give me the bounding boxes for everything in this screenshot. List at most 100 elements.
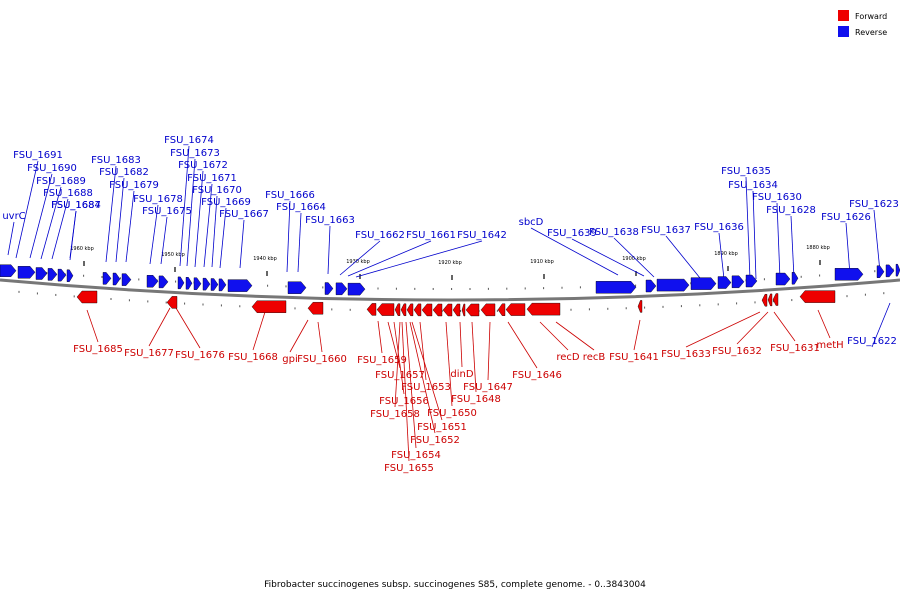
leader-line — [845, 222, 851, 276]
forward-gene — [505, 303, 526, 316]
forward-gene — [452, 303, 461, 317]
gene-label: FSU_1677 — [124, 348, 174, 359]
reverse-gene — [0, 264, 17, 277]
leader-line — [211, 195, 218, 268]
gene-label: FSU_1685 — [73, 344, 123, 355]
gene-label: FSU_1641 — [609, 352, 659, 363]
reverse-gene — [121, 273, 132, 286]
gene-label: FSU_1653 — [401, 382, 451, 393]
leader-line — [297, 212, 302, 273]
legend-reverse-swatch — [838, 26, 849, 37]
gene-label: FSU_1650 — [427, 408, 477, 419]
leader-line — [394, 321, 401, 408]
gene-label: metH — [816, 340, 843, 351]
leader-line — [194, 170, 204, 268]
reverse-gene — [690, 277, 717, 290]
reverse-gene — [35, 267, 48, 280]
gene-label: FSU_1657 — [375, 370, 425, 381]
leader-lines — [7, 145, 891, 462]
reverse-gene — [193, 277, 202, 290]
forward-gene — [432, 303, 443, 317]
legend: Forward Reverse — [838, 10, 887, 37]
forward-gene — [637, 300, 643, 313]
forward-gene — [442, 303, 453, 317]
leader-line — [530, 227, 619, 276]
forward-gene — [366, 303, 377, 316]
leader-line — [29, 173, 53, 259]
leader-line — [286, 200, 291, 273]
gene-features — [0, 263, 900, 317]
gene-label: FSU_1656 — [379, 396, 429, 407]
leader-line — [752, 190, 757, 280]
gene-label: FSU_1674 — [164, 135, 214, 146]
reverse-gene — [335, 282, 348, 296]
legend-reverse-label: Reverse — [855, 28, 887, 37]
gene-label: FSU_1682 — [99, 167, 149, 178]
forward-gene — [76, 290, 98, 304]
leader-line — [445, 321, 453, 407]
gene-label: FSU_1632 — [712, 346, 762, 357]
gene-label: FSU_1664 — [276, 202, 326, 213]
leader-line — [613, 237, 655, 278]
gene-label: FSU_1652 — [410, 435, 460, 446]
forward-gene — [767, 293, 773, 307]
leader-line — [539, 321, 569, 351]
reverse-gene — [834, 268, 864, 281]
forward-gene — [400, 303, 407, 316]
leader-line — [15, 160, 39, 259]
gene-label: FSU_1658 — [370, 409, 420, 420]
leader-line — [773, 311, 796, 342]
scale-label: 1890 kbp — [714, 251, 738, 257]
forward-gene — [421, 303, 433, 317]
reverse-gene — [102, 272, 112, 285]
forward-gene — [406, 303, 414, 317]
forward-gene — [251, 300, 287, 313]
leader-line — [633, 319, 641, 351]
gene-label: FSU_1670 — [192, 185, 242, 196]
reverse-gene — [656, 278, 690, 292]
forward-gene — [166, 296, 178, 309]
gene-label: FSU_1684 — [51, 200, 101, 211]
leader-line — [665, 235, 701, 279]
reverse-gene — [347, 282, 366, 296]
scale-label: 1880 kbp — [806, 245, 830, 251]
leader-line — [555, 321, 595, 351]
gene-label: FSU_1631 — [770, 343, 820, 354]
reverse-gene — [210, 278, 219, 291]
gene-label: FSU_1663 — [305, 215, 355, 226]
reverse-gene — [185, 277, 193, 290]
forward-gene — [376, 303, 395, 316]
leader-line — [790, 215, 795, 279]
forward-gene — [772, 293, 779, 306]
leader-line — [571, 238, 645, 277]
gene-label: FSU_1654 — [391, 450, 441, 461]
gene-label: FSU_1666 — [265, 190, 315, 201]
reverse-gene — [595, 281, 637, 294]
leader-line — [339, 240, 381, 276]
leader-line — [419, 321, 427, 381]
leader-line — [105, 165, 117, 263]
gene-label: FSU_1662 — [355, 230, 405, 241]
gene-label: FSU_1675 — [142, 206, 192, 217]
reverse-gene — [177, 276, 185, 290]
leader-line — [377, 320, 383, 354]
leader-line — [355, 240, 483, 278]
leader-line — [219, 207, 227, 269]
gene-label: FSU_1659 — [357, 355, 407, 366]
leader-line — [873, 209, 881, 273]
gene-label: FSU_1634 — [728, 180, 778, 191]
gene-label: FSU_1690 — [27, 163, 77, 174]
caption: Fibrobacter succinogenes subsp. succinog… — [264, 580, 646, 590]
gene-label: FSU_1647 — [463, 382, 513, 393]
gene-label: FSU_1648 — [451, 394, 501, 405]
forward-gene — [480, 303, 496, 317]
leader-line — [289, 319, 309, 353]
scale-label: 1950 kbp — [161, 252, 185, 258]
leader-line — [487, 321, 491, 381]
gene-labels: uvrCFSU_1691FSU_1690FSU_1689FSU_1688FSU_… — [2, 135, 899, 474]
forward-gene — [307, 302, 324, 315]
gene-label: FSU_1638 — [589, 227, 639, 238]
gene-label: sbcD — [519, 217, 544, 228]
leader-line — [7, 221, 15, 256]
forward-gene — [394, 303, 401, 316]
